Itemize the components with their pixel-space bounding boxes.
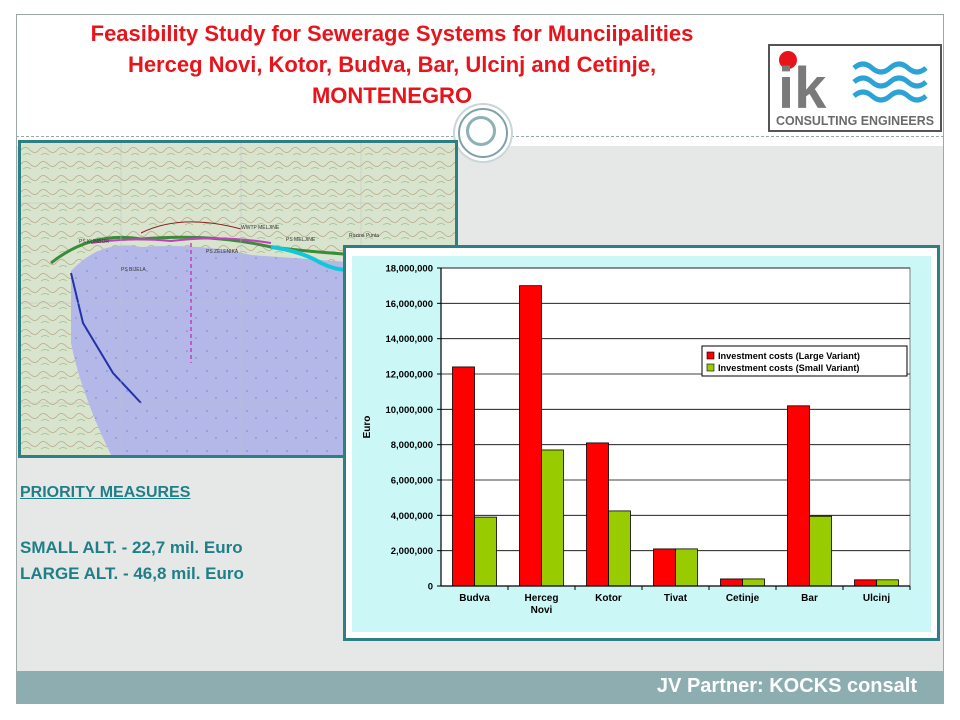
bar-small [876, 579, 899, 587]
bar-small [742, 578, 765, 587]
map-label-ruzina-punta: Ruzina Punta [349, 233, 379, 239]
footer-text: JV Partner: KOCKS consalt [656, 675, 917, 697]
bar-small [608, 510, 631, 587]
bar-large [586, 442, 609, 587]
bar-small [474, 516, 497, 587]
investment-chart-svg: 0 2,000,000 4,000,000 6,000,000 8,000,000 10,… [352, 256, 931, 632]
slide-title: Feasibility Study for Sewerage Systems f… [18, 18, 766, 111]
x-tick-label: Ulcinj [863, 593, 890, 604]
x-tick-label: Cetinje [726, 593, 760, 604]
x-tick-label: Novi [531, 605, 553, 616]
y-tick-label: 2,000,000 [391, 546, 433, 557]
plot-area [440, 267, 911, 587]
company-logo: ik CONSULTING ENGINEERS [768, 44, 942, 132]
legend-swatch [706, 351, 715, 360]
bar-small [541, 449, 564, 587]
bar-large [787, 405, 810, 587]
investment-chart: 0 2,000,000 4,000,000 6,000,000 8,000,000 10,… [343, 245, 940, 641]
y-tick-label: 6,000,000 [391, 476, 433, 487]
legend-label: Investment costs (Small Variant) [718, 363, 859, 373]
title-line-2: Herceg Novi, Kotor, Budva, Bar, Ulcinj a… [127, 52, 657, 77]
legend-box [701, 345, 908, 377]
legend-label: Investment costs (Large Variant) [718, 351, 860, 361]
y-tick-label: 12,000,000 [385, 370, 433, 381]
logo-text: CONSULTING ENGINEERS [776, 114, 934, 128]
y-axis-label: Euro [362, 416, 373, 439]
x-tick-label: Herceg [525, 593, 559, 604]
bar-large [452, 366, 475, 587]
y-tick-label: 4,000,000 [391, 511, 433, 522]
map-label-ps-kumbor: PS KUMBOR [79, 239, 109, 245]
bar-large [854, 579, 877, 587]
priority-heading: PRIORITY MEASURES [20, 484, 191, 501]
legend-swatch [706, 363, 715, 372]
y-tick-label: 18,000,000 [385, 264, 433, 275]
decorative-circle-icon [458, 108, 508, 158]
priority-large-alt: LARGE ALT. - 46,8 mil. Euro [20, 564, 244, 583]
logo-mark: ik [778, 56, 827, 121]
bar-large [653, 548, 676, 587]
bar-large [519, 285, 542, 587]
footer-bar: JV Partner: KOCKS consalt [17, 671, 943, 704]
bar-large [720, 578, 743, 587]
title-line-3: MONTENEGRO [311, 83, 473, 108]
x-tick-label: Budva [459, 593, 490, 604]
x-tick-label: Kotor [595, 593, 622, 604]
priority-small-alt: SMALL ALT. - 22,7 mil. Euro [20, 538, 243, 557]
x-tick-label: Bar [801, 593, 818, 604]
y-tick-label: 10,000,000 [385, 405, 433, 416]
logo-dot [779, 51, 797, 69]
waves-icon [852, 61, 928, 103]
map-label-ps-zelenika: PS ZELENIKA [206, 249, 239, 255]
map-label-wwtp-meljine: WWTP MELJINE [241, 225, 280, 231]
map-label-ps-bijela: PS BIJELA [121, 267, 146, 273]
y-tick-label: 8,000,000 [391, 440, 433, 451]
y-tick-label: 0 [428, 582, 433, 593]
map-label-ps-meljine: PS MELJINE [286, 237, 316, 243]
x-tick-label: Tivat [664, 593, 688, 604]
title-line-1: Feasibility Study for Sewerage Systems f… [90, 21, 694, 46]
bar-small [675, 548, 698, 587]
y-tick-label: 16,000,000 [385, 299, 433, 310]
bar-small [809, 515, 832, 587]
y-tick-label: 14,000,000 [385, 334, 433, 345]
